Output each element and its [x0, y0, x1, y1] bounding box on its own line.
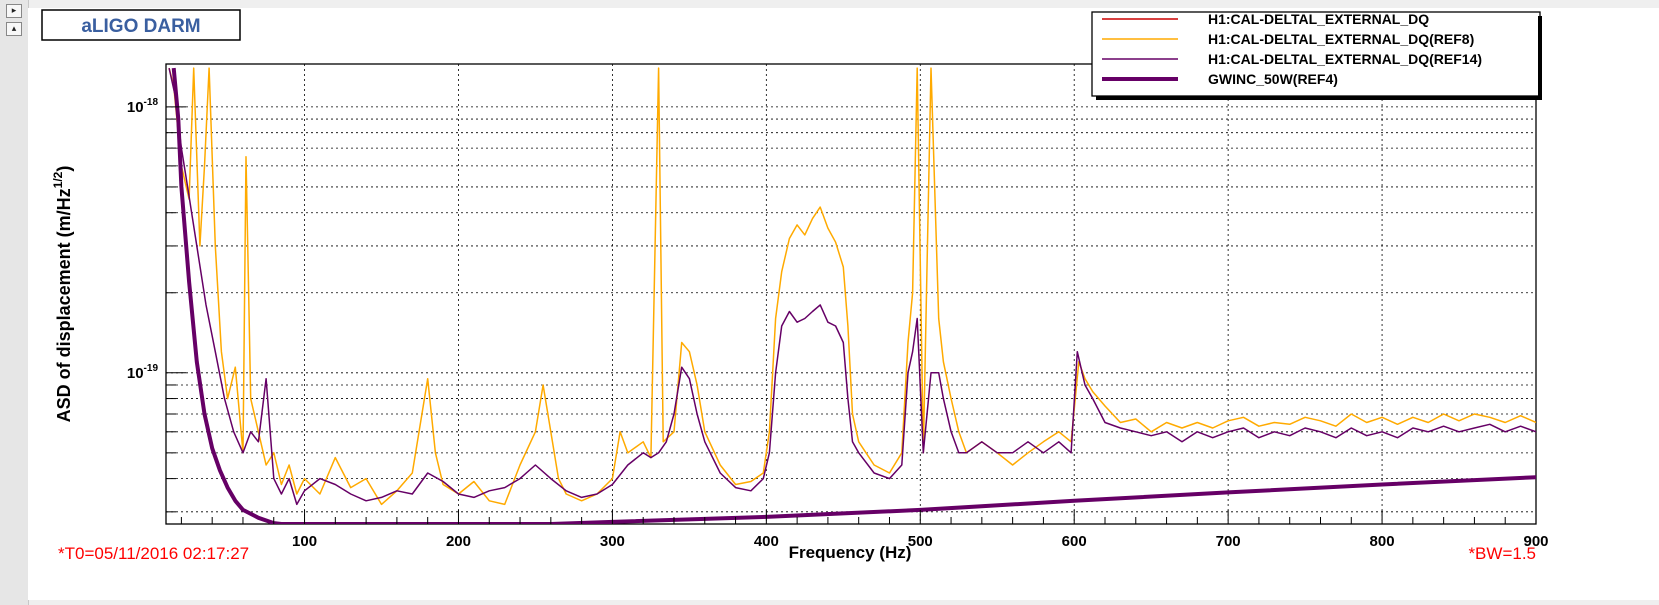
y-axis-label-text: ASD of displacement (m/Hz	[54, 188, 74, 422]
plot-area	[165, 63, 1537, 525]
axis-ticks: 100 200 300 400 500 600 700 800 900 10-19 10-18	[127, 97, 1549, 550]
title-box: aLIGO DARM	[41, 9, 241, 41]
legend-label: H1:CAL-DELTAL_EXTERNAL_DQ	[1208, 11, 1429, 27]
t0-annotation: *T0=05/11/2016 02:17:27	[58, 544, 249, 563]
series-line-3	[171, 67, 1536, 524]
legend: H1:CAL-DELTAL_EXTERNAL_DQ H1:CAL-DELTAL_E…	[1091, 11, 1542, 100]
x-tick-label: 700	[1216, 533, 1241, 550]
x-axis-label: Frequency (Hz)	[789, 543, 912, 562]
x-tick-label: 900	[1523, 533, 1548, 550]
y-tick-label: 10-18	[127, 97, 159, 116]
x-tick-label: 200	[446, 533, 471, 550]
chart-title: aLIGO DARM	[81, 16, 200, 37]
y-axis-label-close: )	[54, 166, 74, 172]
collapse-up-icon[interactable]: ▴	[6, 22, 22, 36]
bw-annotation: *BW=1.5	[1468, 544, 1536, 563]
y-axis-label: ASD of displacement (m/Hz1/2)	[51, 166, 74, 423]
legend-label: H1:CAL-DELTAL_EXTERNAL_DQ(REF14)	[1208, 51, 1482, 67]
x-tick-label: 800	[1370, 533, 1395, 550]
chart: aLIGO DARM 100 200 300 400 500 600 700 800 90010…	[41, 9, 1549, 563]
series-lines	[168, 67, 1536, 524]
y-tick-label: 10-19	[127, 363, 159, 382]
expand-right-icon[interactable]: ▸	[6, 4, 22, 18]
plot-canvas: aLIGO DARM 100 200 300 400 500 600 700 800 900 10…	[28, 8, 1659, 600]
x-tick-label: 600	[1062, 533, 1087, 550]
series-line-2	[168, 67, 1536, 506]
x-tick-label: 400	[754, 533, 779, 550]
y-axis-label-sup: 1/2	[51, 171, 65, 188]
x-tick-label: 500	[908, 533, 933, 550]
side-toolbar: ▸ ▴	[0, 0, 29, 605]
legend-label: H1:CAL-DELTAL_EXTERNAL_DQ(REF8)	[1208, 31, 1474, 47]
x-tick-label: 300	[600, 533, 625, 550]
series-line-1	[168, 67, 1536, 506]
x-tick-label: 100	[292, 533, 317, 550]
legend-label: GWINC_50W(REF4)	[1208, 71, 1338, 87]
